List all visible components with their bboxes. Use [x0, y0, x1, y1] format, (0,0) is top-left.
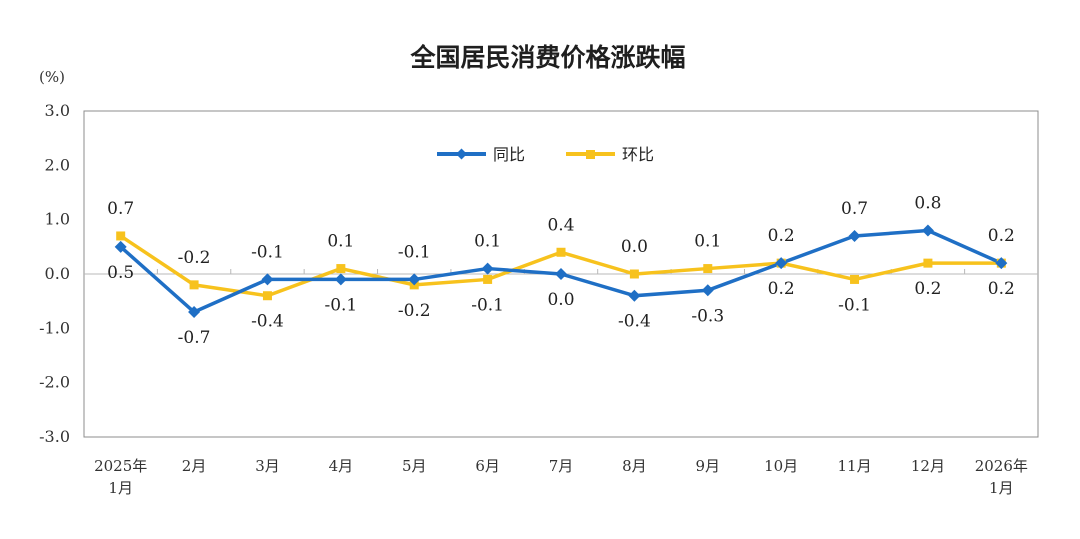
yoy-data-label: -0.4 — [618, 312, 651, 332]
mom-data-label: 0.2 — [988, 226, 1015, 246]
yoy-point — [775, 257, 788, 270]
x-category-label: 3月 — [255, 457, 280, 475]
yoy-point — [188, 306, 201, 319]
mom-data-label: 0.1 — [327, 232, 354, 252]
yoy-point — [114, 240, 127, 253]
yoy-point — [628, 289, 641, 302]
x-category-label: 2月 — [182, 457, 207, 475]
mom-point — [556, 247, 566, 257]
x-category-label: 4月 — [329, 457, 354, 475]
mom-data-label: -0.1 — [838, 295, 871, 315]
x-category-label: 2026年 — [975, 457, 1028, 475]
mom-data-label: 0.7 — [107, 199, 134, 219]
mom-data-label: 0.2 — [914, 279, 941, 299]
x-category-label: 2025年 — [94, 457, 147, 475]
mom-point — [703, 264, 713, 274]
y-tick-label: -1.0 — [39, 318, 70, 337]
yoy-point — [261, 273, 274, 286]
y-axis-ticks: 3.0 2.0 1.0 0.0 -1.0 -2.0 -3.0 — [39, 101, 70, 446]
x-category-label: 1月 — [108, 479, 133, 497]
mom-point — [116, 231, 126, 241]
y-tick-label: 1.0 — [45, 210, 70, 229]
yoy-point — [481, 262, 494, 275]
yoy-data-label: 0.1 — [474, 232, 501, 252]
yoy-data-label: -0.7 — [178, 328, 211, 348]
y-tick-label: 2.0 — [45, 155, 70, 174]
yoy-data-label: 0.8 — [914, 194, 941, 214]
x-category-label: 12月 — [911, 457, 945, 475]
mom-point — [923, 258, 933, 268]
y-tick-label: -3.0 — [39, 427, 70, 446]
legend-yoy-marker — [456, 148, 467, 160]
mom-data-label: -0.2 — [398, 301, 431, 321]
x-category-label: 8月 — [622, 457, 647, 475]
yoy-data-label: 0.0 — [547, 290, 574, 310]
mom-point — [336, 264, 346, 274]
chart-title: 全国居民消费价格涨跌幅 — [409, 43, 685, 72]
y-axis-unit: (%) — [39, 68, 65, 86]
mom-data-label: 0.0 — [621, 237, 648, 257]
x-category-label: 11月 — [837, 457, 871, 475]
mom-data-label: -0.2 — [178, 248, 211, 268]
yoy-data-label: -0.3 — [691, 306, 724, 326]
yoy-data-label: 0.2 — [988, 279, 1015, 299]
yoy-point — [701, 284, 714, 297]
yoy-data-label: 0.2 — [768, 279, 795, 299]
yoy-data-label: 0.7 — [841, 199, 868, 219]
series-layer: 0.5 0.7 -0.7 -0.2 -0.1 -0.4 -0.1 0.1 -0.1 -0.2 0.1… — [107, 194, 1015, 348]
x-category-label: 1月 — [989, 479, 1014, 497]
mom-data-label: -0.4 — [251, 312, 284, 332]
y-tick-label: 0.0 — [45, 264, 70, 283]
x-category-label: 10月 — [764, 457, 798, 475]
mom-point — [189, 280, 199, 290]
y-tick-label: 3.0 — [45, 101, 70, 120]
yoy-point — [334, 273, 347, 286]
yoy-data-label: -0.1 — [251, 242, 284, 262]
legend-yoy-label: 同比 — [493, 145, 525, 164]
y-tick-label: -2.0 — [39, 373, 70, 392]
mom-data-label: -0.1 — [471, 295, 504, 315]
x-category-label: 5月 — [402, 457, 427, 475]
legend-mom-label: 环比 — [622, 145, 654, 164]
x-category-label: 9月 — [695, 457, 720, 475]
mom-point — [262, 291, 272, 301]
mom-data-label: 0.4 — [547, 215, 574, 235]
yoy-data-label: -0.1 — [398, 242, 431, 262]
x-axis-labels: 2025年 1月 2月 3月 4月 5月 6月 7月 8月 9月 10月 11月 12月 2026年 1月 — [94, 457, 1028, 497]
mom-point — [850, 274, 860, 284]
mom-data-label: 0.2 — [768, 226, 795, 246]
legend-mom-marker — [586, 150, 595, 159]
yoy-point — [848, 229, 861, 242]
yoy-point — [995, 257, 1008, 270]
x-category-label: 6月 — [475, 457, 500, 475]
mom-data-label: 0.1 — [694, 232, 721, 252]
x-category-label: 7月 — [549, 457, 574, 475]
mom-point — [629, 269, 639, 279]
yoy-point — [555, 268, 567, 280]
yoy-point — [408, 273, 421, 286]
mom-point — [483, 274, 493, 284]
yoy-point — [921, 224, 934, 237]
yoy-data-label: -0.1 — [324, 295, 357, 315]
legend: 同比 环比 — [437, 145, 654, 164]
yoy-data-label: 0.5 — [107, 263, 134, 283]
